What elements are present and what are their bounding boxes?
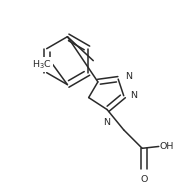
Text: N: N <box>103 118 110 127</box>
Text: N: N <box>130 91 137 100</box>
Text: O: O <box>140 175 148 184</box>
Text: N: N <box>125 72 132 81</box>
Text: OH: OH <box>160 142 174 151</box>
Text: H$_3$C: H$_3$C <box>32 58 52 71</box>
